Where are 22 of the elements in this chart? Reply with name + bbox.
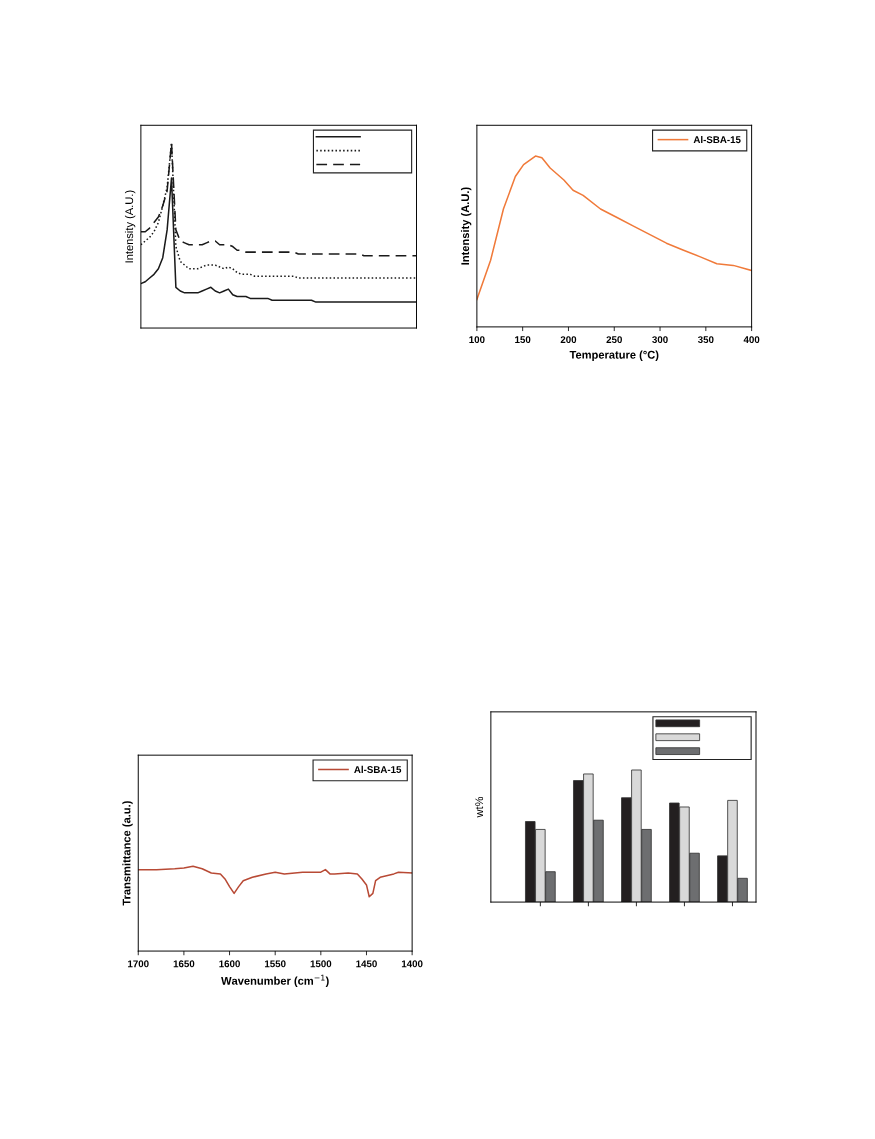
y-axis-title: Intensity (A.U.) — [460, 187, 472, 265]
legend-label: Al-SBA-15 — [354, 765, 402, 773]
x-tick-label: 1400 — [401, 960, 423, 968]
x-axis-title: Wavenumber (cm$^{−1}$) — [221, 974, 329, 987]
x-tick-label: 300 — [652, 336, 668, 344]
x-tick-label: 200 — [560, 336, 577, 344]
y-axis-title: Intensity (A.U.) — [124, 190, 136, 263]
x-tick-label: 1550 — [264, 960, 286, 968]
legend-label: Al-SBA-15 — [693, 135, 741, 144]
x-tick-label: 1700 — [128, 960, 149, 968]
x-tick-label: 250 — [606, 336, 622, 344]
x-tick-label: 400 — [743, 336, 760, 344]
x-tick-label: 1600 — [219, 960, 240, 968]
x-tick-label: 1650 — [173, 960, 195, 968]
y-axis-title: wt% — [475, 796, 484, 818]
x-tick-label: 350 — [697, 336, 714, 344]
x-tick-label: 1450 — [356, 960, 377, 968]
x-tick-label: 100 — [469, 336, 485, 344]
x-tick-label: 150 — [515, 336, 531, 344]
x-axis-title: Temperature (°C) — [569, 350, 659, 361]
x-tick-label: 1500 — [310, 960, 332, 968]
y-axis-title: Transmittance (a.u.) — [122, 801, 133, 906]
